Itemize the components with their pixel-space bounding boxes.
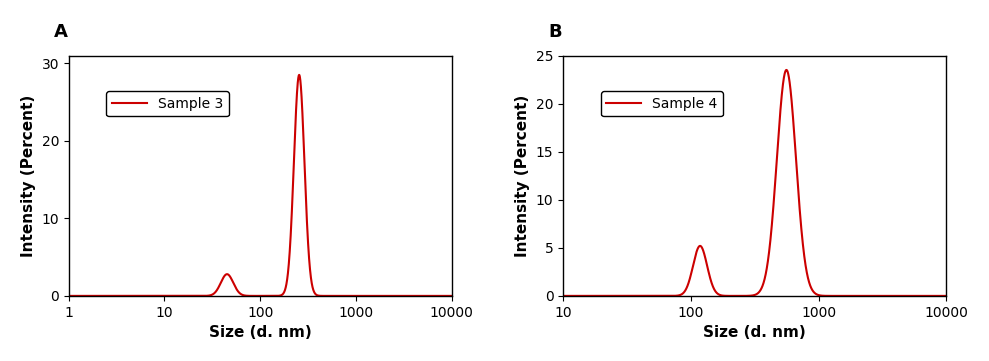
Text: B: B bbox=[549, 23, 563, 41]
Y-axis label: Intensity (Percent): Intensity (Percent) bbox=[21, 95, 36, 257]
Y-axis label: Intensity (Percent): Intensity (Percent) bbox=[515, 95, 530, 257]
Text: A: A bbox=[54, 23, 68, 41]
X-axis label: Size (d. nm): Size (d. nm) bbox=[703, 325, 806, 340]
Legend: Sample 3: Sample 3 bbox=[107, 91, 228, 116]
X-axis label: Size (d. nm): Size (d. nm) bbox=[209, 325, 312, 340]
Legend: Sample 4: Sample 4 bbox=[601, 91, 723, 116]
